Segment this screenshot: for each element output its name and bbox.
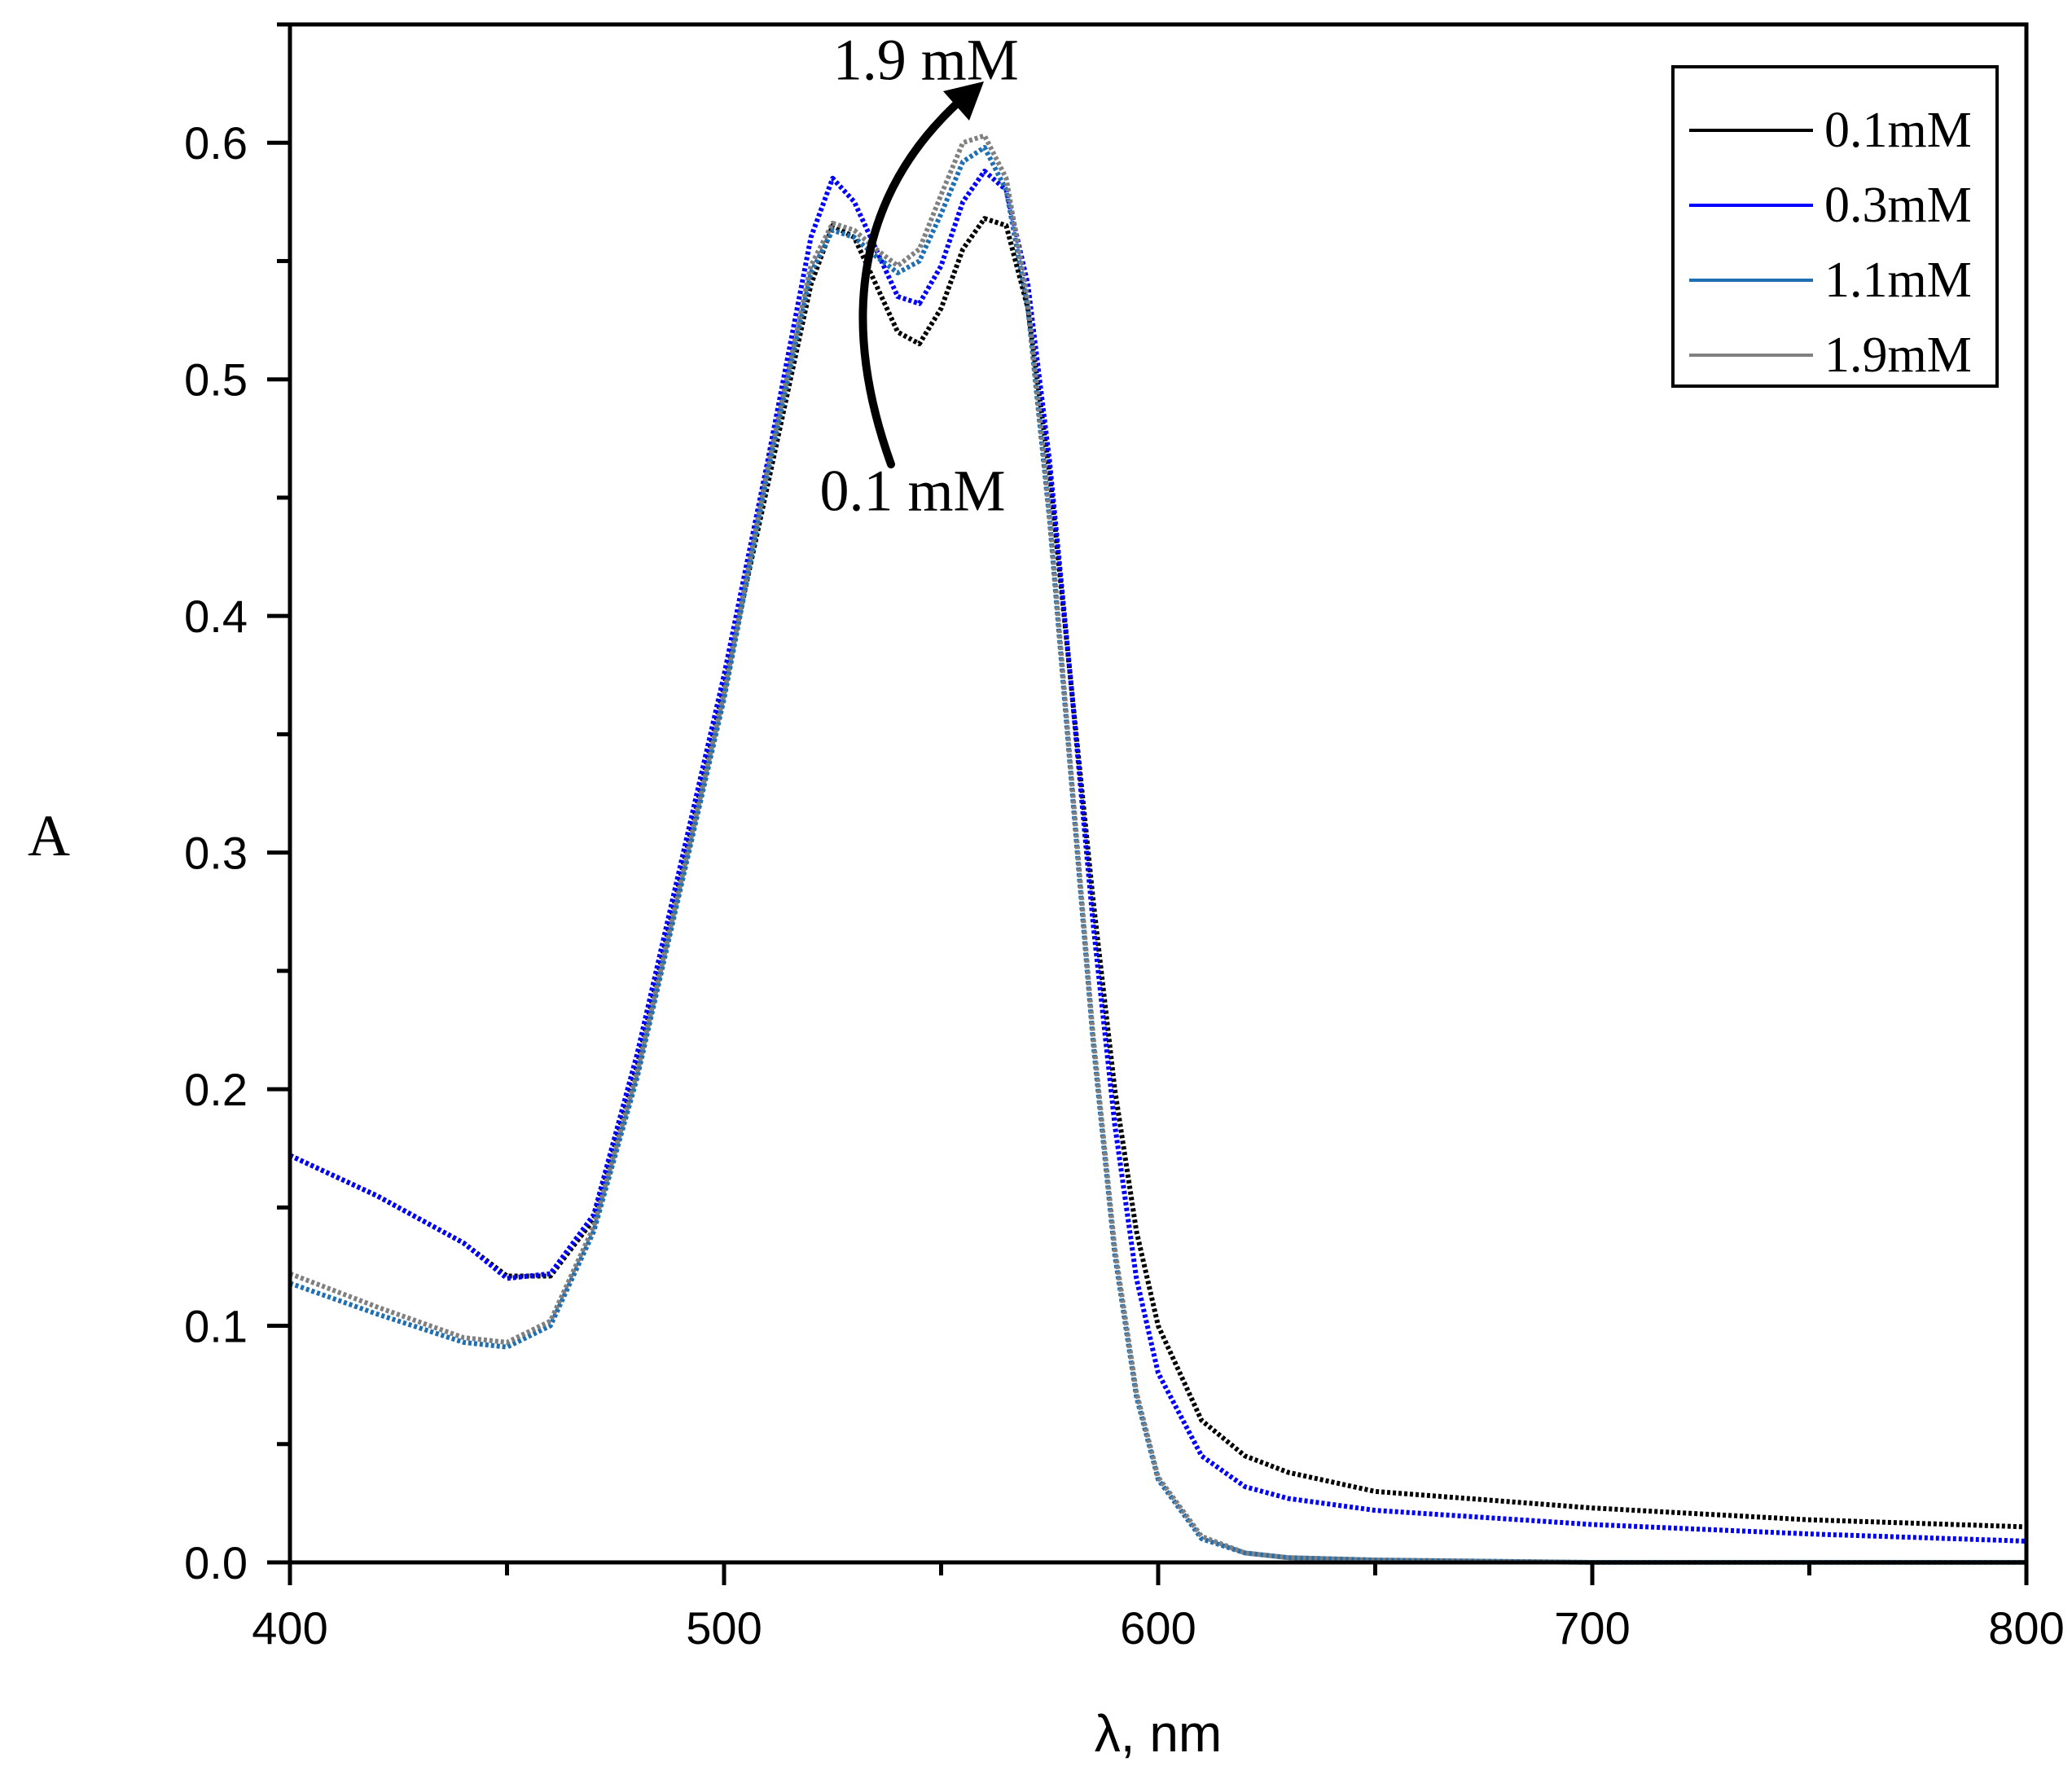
legend-label: 0.3mM bbox=[1824, 178, 1972, 233]
series-line-3 bbox=[288, 145, 2026, 1565]
legend-label: 1.1mM bbox=[1824, 253, 1972, 308]
x-tick-label: 800 bbox=[1988, 1602, 2064, 1654]
x-axis: 400 500 600 700 800 bbox=[252, 1562, 2065, 1654]
y-tick-label: 0.6 bbox=[184, 117, 248, 169]
x-axis-title: λ, nm bbox=[1095, 1704, 1222, 1763]
y-tick-label: 0.4 bbox=[184, 591, 248, 642]
y-tick-label: 0.3 bbox=[184, 828, 248, 879]
legend-box bbox=[1671, 65, 1999, 388]
y-tick-label: 0.1 bbox=[184, 1301, 248, 1352]
x-tick-label: 500 bbox=[686, 1602, 762, 1654]
x-tick-label: 700 bbox=[1554, 1602, 1630, 1654]
y-tick-label: 0.2 bbox=[184, 1064, 248, 1115]
series-line-1 bbox=[288, 216, 2027, 1530]
y-tick-label: 0.0 bbox=[184, 1537, 248, 1588]
y-tick-label: 0.5 bbox=[184, 354, 248, 406]
annotation-arrow-head bbox=[943, 81, 984, 121]
y-axis-title: A bbox=[28, 803, 70, 868]
annotation-high: 1.9 mM bbox=[833, 28, 1019, 93]
legend: 0.1mM 0.3mM 1.1mM 1.9mM bbox=[1671, 65, 1999, 388]
x-tick-label: 400 bbox=[252, 1602, 327, 1654]
series-layer bbox=[288, 133, 2027, 1565]
series-line-2 bbox=[288, 169, 2027, 1544]
annotations: 1.9 mM 0.1 mM bbox=[820, 28, 1019, 524]
legend-label: 0.1mM bbox=[1824, 103, 1972, 158]
legend-label: 1.9mM bbox=[1824, 327, 1972, 383]
x-tick-label: 600 bbox=[1120, 1602, 1196, 1654]
annotation-low: 0.1 mM bbox=[820, 458, 1006, 523]
annotation-arrow-shaft bbox=[858, 92, 969, 468]
y-axis: 0.0 0.1 0.2 0.3 0.4 0.5 0.6 bbox=[184, 22, 290, 1588]
